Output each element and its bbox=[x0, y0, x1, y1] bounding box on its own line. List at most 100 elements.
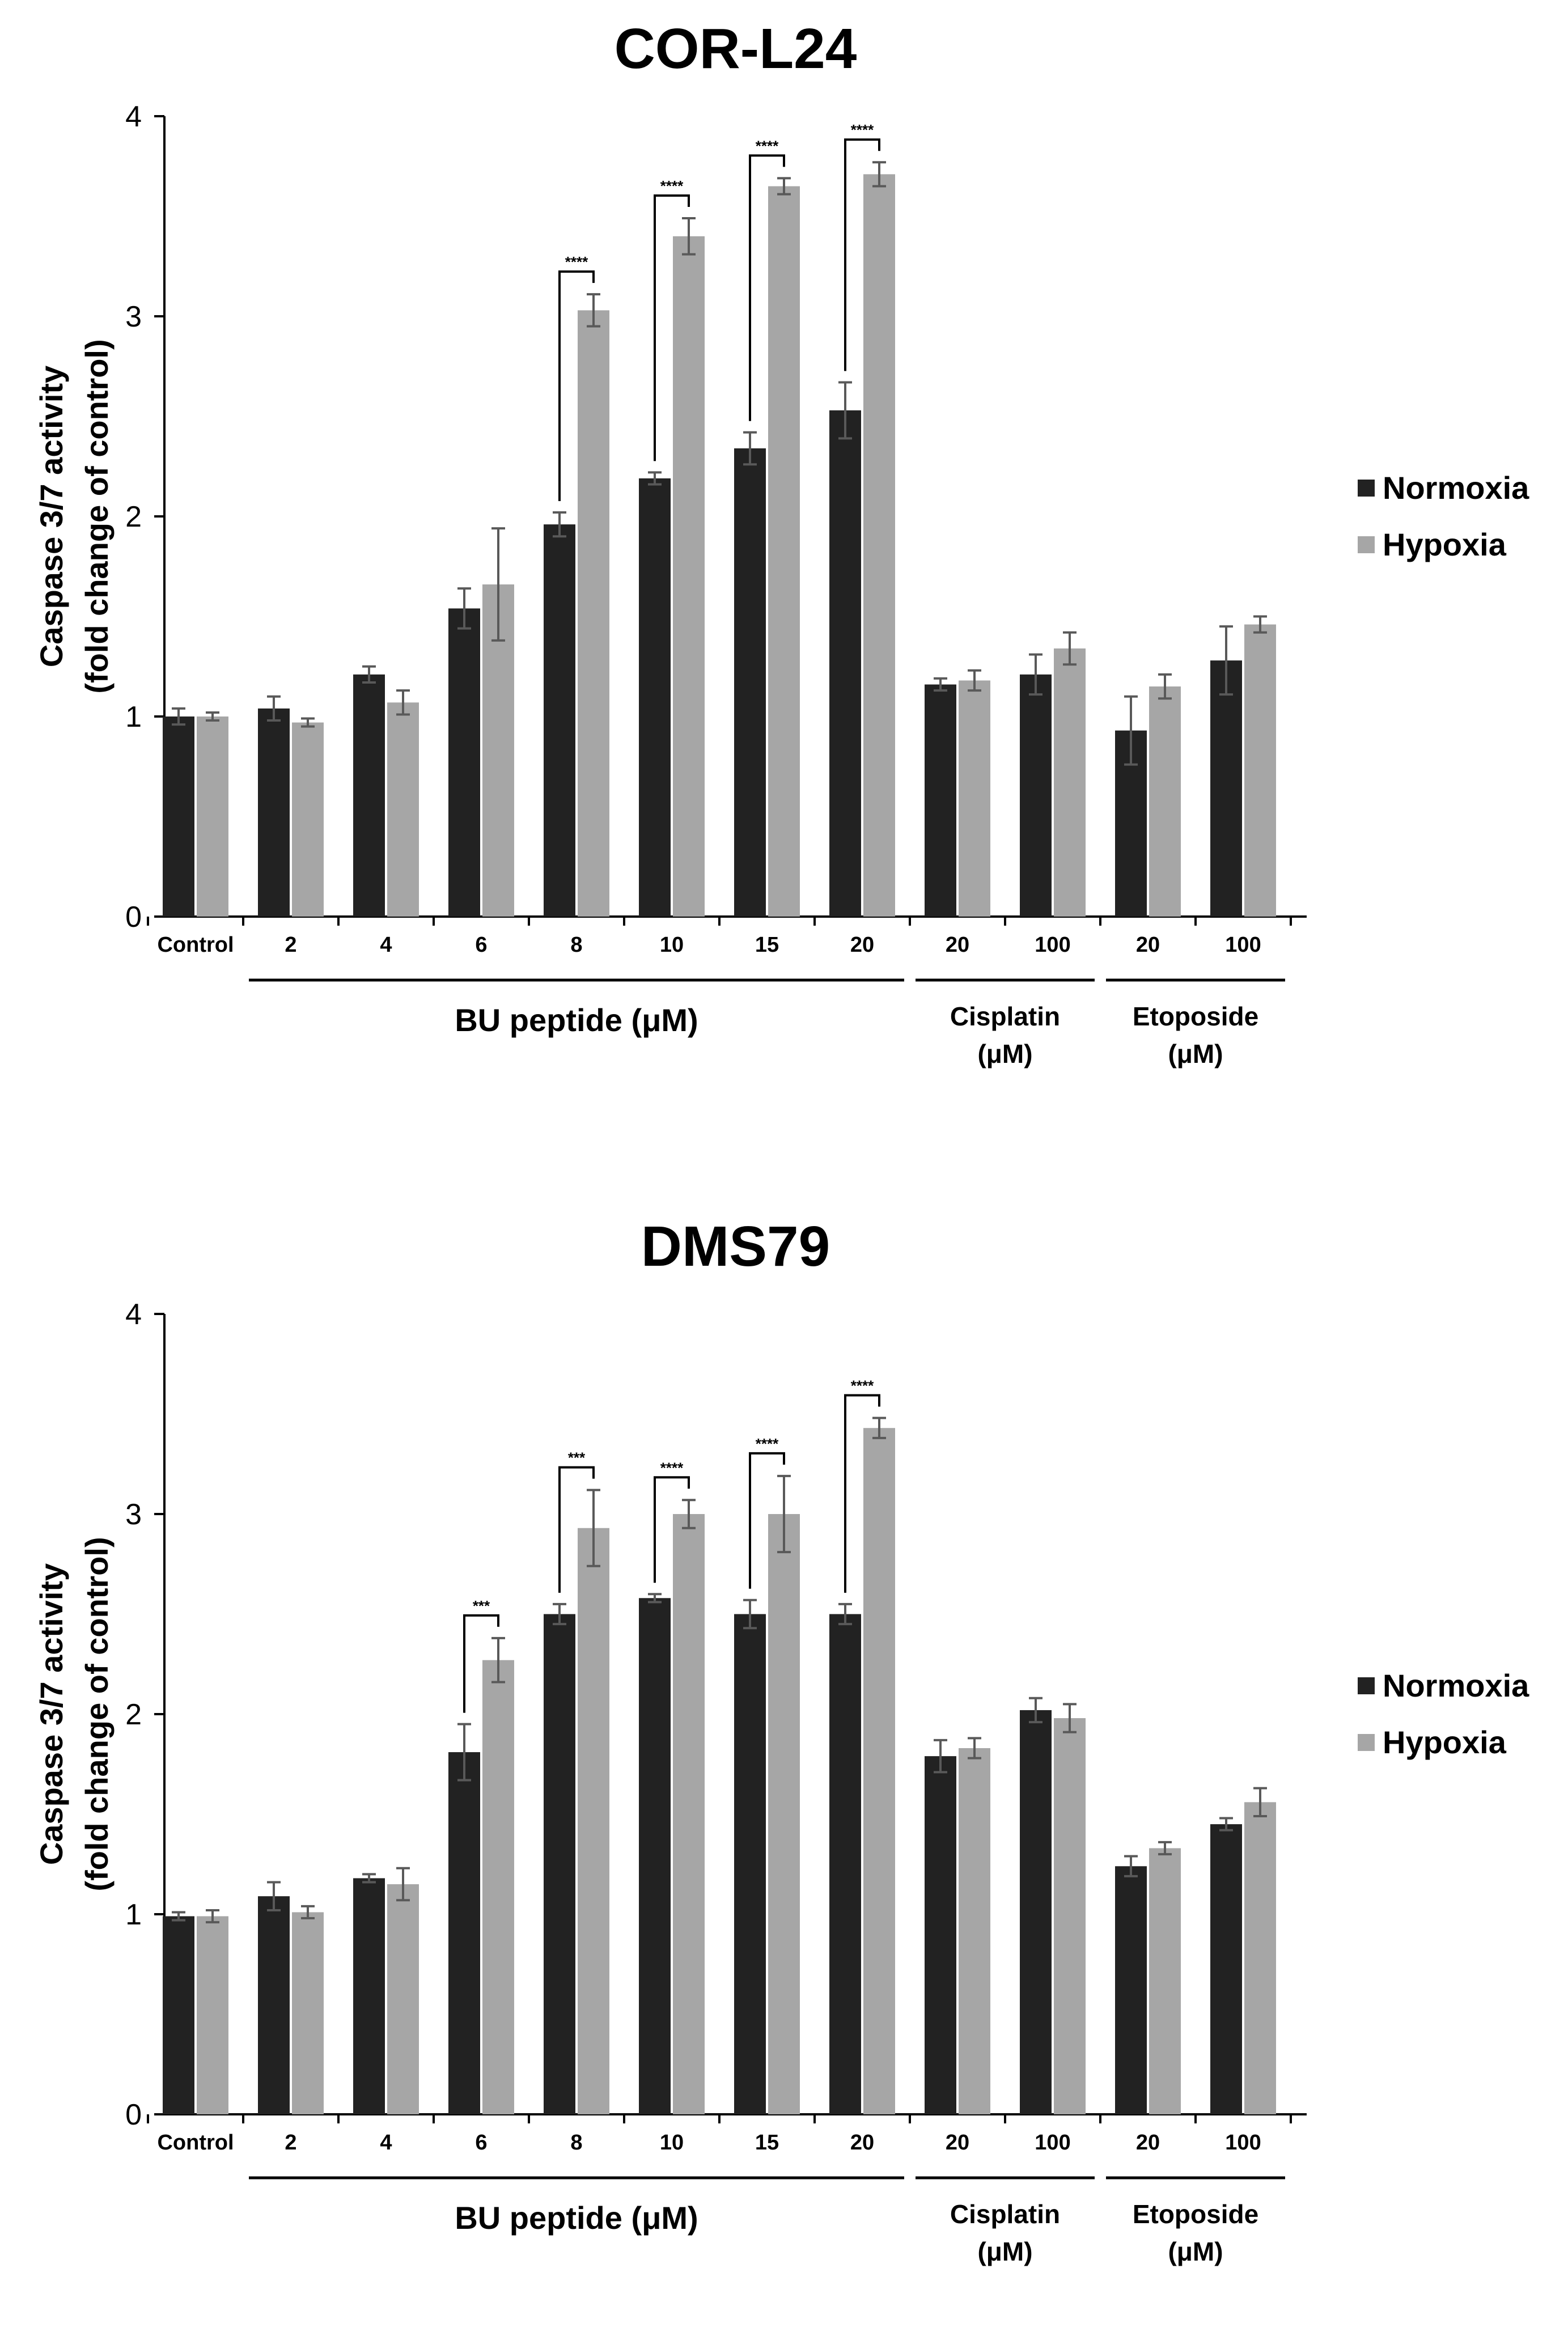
y-tick-label: 2 bbox=[125, 1698, 142, 1731]
chart-svg: DMS79 Caspase 3/7 activity (fold change of… bbox=[33, 1215, 1529, 2266]
x-tick-label: 20 bbox=[946, 2131, 969, 2155]
bar-normoxia bbox=[1210, 1824, 1242, 2114]
bar-hypoxia bbox=[1244, 624, 1276, 917]
bar-normoxia bbox=[639, 1598, 671, 2114]
significance-label: *** bbox=[568, 1449, 586, 1466]
bar-normoxia bbox=[258, 708, 290, 917]
group-label: (μM) bbox=[1168, 1039, 1223, 1069]
y-tick-label: 1 bbox=[125, 1898, 142, 1931]
significance-label: **** bbox=[851, 121, 874, 138]
legend-label-normoxia: Normoxia bbox=[1383, 470, 1529, 506]
bar-normoxia bbox=[448, 1752, 480, 2114]
bar-normoxia bbox=[353, 674, 385, 917]
bar-normoxia bbox=[448, 608, 480, 917]
bar-hypoxia bbox=[959, 1748, 990, 2114]
group-label: BU peptide (μM) bbox=[455, 2200, 698, 2236]
x-tick-label: 2 bbox=[285, 933, 296, 957]
bar-hypoxia bbox=[578, 1528, 609, 2114]
significance-label: **** bbox=[756, 137, 779, 154]
significance-label: **** bbox=[756, 1435, 779, 1452]
bar-hypoxia bbox=[1054, 1718, 1086, 2114]
y-axis-label: (fold change of control) bbox=[79, 339, 115, 693]
y-tick-label: 2 bbox=[125, 501, 142, 533]
bar-hypoxia bbox=[863, 174, 895, 917]
x-tick-label: 4 bbox=[380, 2131, 392, 2155]
chart-panel-cor-l24: COR-L24 Caspase 3/7 activity (fold change … bbox=[0, 0, 1568, 1148]
chart-title: DMS79 bbox=[641, 1215, 830, 1278]
bar-hypoxia bbox=[387, 702, 419, 917]
y-tick-label: 0 bbox=[125, 901, 142, 934]
legend-swatch-hypoxia bbox=[1358, 1734, 1375, 1751]
significance-bracket bbox=[749, 1452, 785, 1589]
group-label: Cisplatin bbox=[950, 2199, 1060, 2229]
significance-bracket bbox=[463, 1614, 499, 1713]
bar-normoxia bbox=[258, 1896, 290, 2114]
significance-bracket bbox=[654, 194, 690, 461]
bar-hypoxia bbox=[197, 1916, 228, 2114]
bar-normoxia bbox=[163, 716, 194, 917]
bar-normoxia bbox=[1210, 660, 1242, 917]
significance-label: **** bbox=[565, 253, 588, 270]
x-tick-label: 6 bbox=[475, 933, 487, 957]
bar-normoxia bbox=[734, 448, 766, 917]
bar-hypoxia bbox=[292, 1912, 324, 2114]
group-label: Cisplatin bbox=[950, 1002, 1060, 1031]
group-label: (μM) bbox=[977, 2237, 1032, 2266]
y-tick-label: 4 bbox=[125, 1298, 142, 1331]
x-tick-label: 4 bbox=[380, 933, 392, 957]
x-tick-label: 20 bbox=[1136, 2131, 1160, 2155]
y-tick-label: 0 bbox=[125, 2098, 142, 2131]
significance-bracket bbox=[558, 1466, 595, 1593]
significance-label: *** bbox=[473, 1597, 490, 1614]
bar-hypoxia bbox=[959, 680, 990, 917]
group-label: (μM) bbox=[1168, 2237, 1223, 2266]
significance-label: **** bbox=[660, 1459, 684, 1476]
chart-svg: COR-L24 Caspase 3/7 activity (fold change … bbox=[33, 17, 1529, 1069]
bar-normoxia bbox=[163, 1916, 194, 2114]
legend-label-hypoxia: Hypoxia bbox=[1383, 527, 1507, 562]
y-axis-label: Caspase 3/7 activity bbox=[33, 366, 69, 667]
x-tick-label: 20 bbox=[946, 933, 969, 957]
bar-normoxia bbox=[353, 1878, 385, 2114]
bar-normoxia bbox=[1020, 1710, 1052, 2114]
bar-normoxia bbox=[925, 1756, 956, 2114]
bar-hypoxia bbox=[578, 310, 609, 917]
y-axis-label: Caspase 3/7 activity bbox=[33, 1563, 69, 1865]
bar-normoxia bbox=[639, 478, 671, 917]
x-tick-label: 100 bbox=[1225, 933, 1261, 957]
significance-bracket bbox=[749, 154, 785, 421]
legend-label-hypoxia: Hypoxia bbox=[1383, 1724, 1507, 1760]
bar-normoxia bbox=[1115, 1866, 1147, 2114]
significance-bracket bbox=[844, 1394, 880, 1593]
group-label: Etoposide bbox=[1133, 2199, 1258, 2229]
y-axis-label: (fold change of control) bbox=[79, 1537, 115, 1891]
significance-label: **** bbox=[660, 177, 684, 194]
bar-hypoxia bbox=[1149, 1848, 1181, 2114]
legend-label-normoxia: Normoxia bbox=[1383, 1668, 1529, 1703]
x-tick-label: 15 bbox=[755, 933, 779, 957]
bar-normoxia bbox=[925, 684, 956, 917]
bar-hypoxia bbox=[673, 1514, 705, 2114]
x-tick-label: 20 bbox=[850, 2131, 874, 2155]
x-tick-label: 6 bbox=[475, 2131, 487, 2155]
bar-hypoxia bbox=[197, 716, 228, 917]
bar-normoxia bbox=[829, 410, 861, 917]
x-tick-label: Control bbox=[157, 933, 234, 957]
bar-normoxia bbox=[544, 524, 575, 917]
bar-normoxia bbox=[829, 1614, 861, 2114]
significance-bracket bbox=[654, 1476, 690, 1583]
x-tick-label: 20 bbox=[850, 933, 874, 957]
bar-hypoxia bbox=[863, 1428, 895, 2114]
bar-hypoxia bbox=[673, 236, 705, 917]
significance-label: **** bbox=[851, 1377, 874, 1394]
group-label: BU peptide (μM) bbox=[455, 1002, 698, 1038]
x-tick-label: 20 bbox=[1136, 933, 1160, 957]
legend-swatch-hypoxia bbox=[1358, 536, 1375, 553]
y-tick-label: 1 bbox=[125, 701, 142, 733]
y-tick-label: 3 bbox=[125, 1498, 142, 1531]
bar-hypoxia bbox=[1244, 1802, 1276, 2114]
group-label: Etoposide bbox=[1133, 1002, 1258, 1031]
bar-hypoxia bbox=[768, 1514, 800, 2114]
x-tick-label: Control bbox=[157, 2131, 234, 2155]
bar-hypoxia bbox=[387, 1884, 419, 2114]
